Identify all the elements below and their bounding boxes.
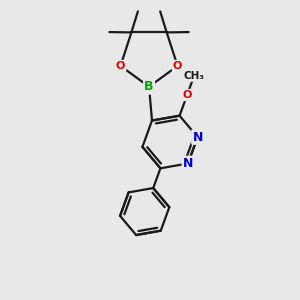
Text: N: N xyxy=(183,157,193,170)
Text: N: N xyxy=(192,130,203,144)
Text: O: O xyxy=(116,61,125,71)
Text: O: O xyxy=(182,90,192,100)
Text: CH₃: CH₃ xyxy=(183,71,204,81)
Text: B: B xyxy=(144,80,154,93)
Text: B: B xyxy=(144,80,154,93)
Text: O: O xyxy=(173,61,182,71)
